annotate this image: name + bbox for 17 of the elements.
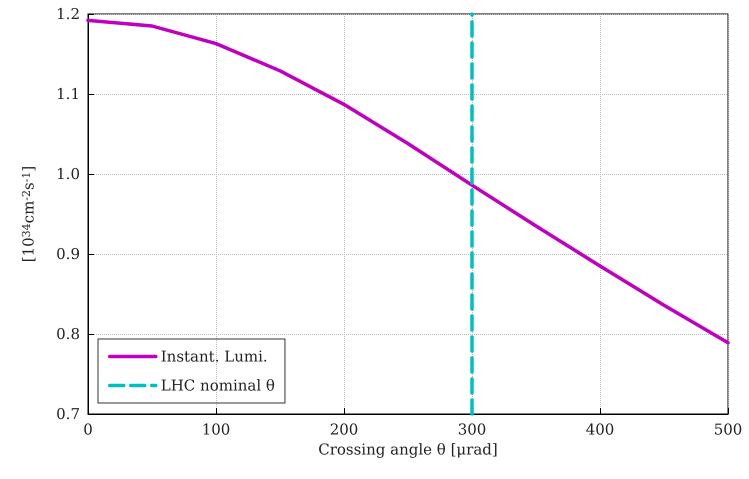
y-axis-title: [1034cm-2s-1] — [20, 166, 38, 262]
x-tick-label: 100 — [202, 420, 230, 438]
y-tick-label: 0.7 — [56, 405, 80, 423]
x-tick-label: 200 — [330, 420, 358, 438]
line-series — [86, 18, 730, 345]
y-tick-label: 1.1 — [56, 85, 80, 103]
x-axis-title: Crossing angle θ [μrad] — [318, 440, 498, 458]
legend-label: Instant. Lumi. — [160, 348, 268, 366]
y-tick-label: 1.2 — [56, 5, 80, 23]
x-tick-label: 500 — [714, 420, 742, 438]
y-tick-label: 0.9 — [56, 245, 80, 263]
x-tick-label: 0 — [83, 420, 93, 438]
y-tick-label: 0.8 — [56, 325, 80, 343]
x-tick-label: 400 — [586, 420, 614, 438]
legend-label: LHC nominal θ — [160, 376, 275, 394]
y-tick-label: 1.0 — [56, 165, 80, 183]
x-tick-label: 300 — [458, 420, 486, 438]
